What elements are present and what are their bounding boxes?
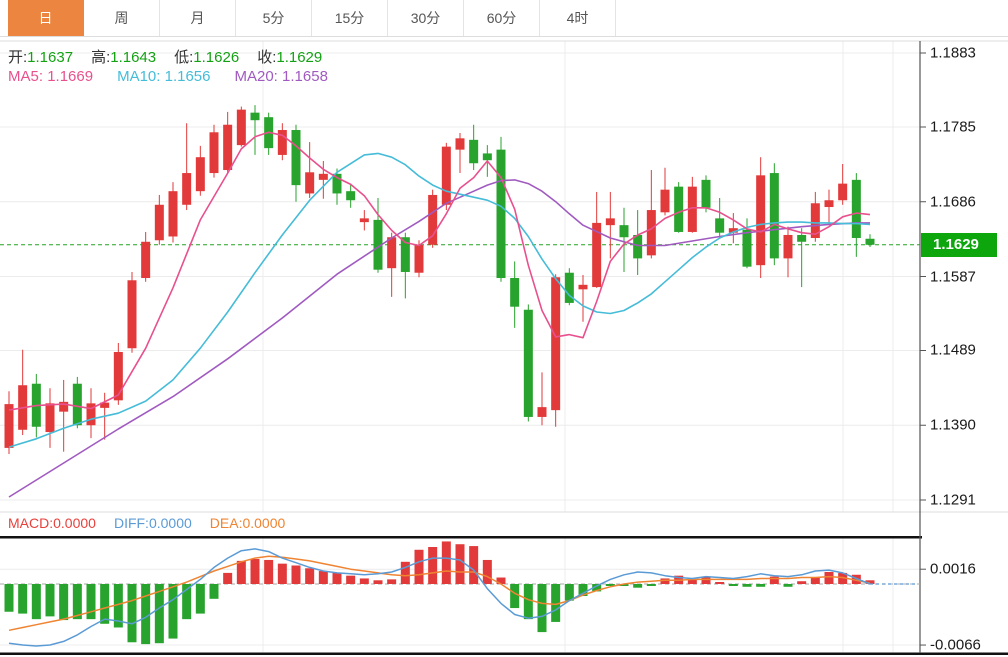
tab-15分[interactable]: 15分 bbox=[312, 0, 388, 36]
price-axis-label: 1.1390 bbox=[930, 416, 976, 434]
tab-5分[interactable]: 5分 bbox=[236, 0, 312, 36]
ma-legend: MA5: 1.1669 MA10: 1.1656 MA20: 1.1658 bbox=[8, 68, 328, 85]
open-value: 1.1637 bbox=[27, 49, 74, 66]
macd-axis-label: 0.0016 bbox=[930, 560, 976, 578]
ma5-label: MA5: bbox=[8, 68, 44, 85]
ma20-value: 1.1658 bbox=[282, 68, 328, 85]
close-label: 收: bbox=[257, 49, 277, 66]
dea-label: DEA: bbox=[209, 515, 243, 531]
timeframe-tab-bar: 日周月 5分 15分 30分 60分 4时 bbox=[0, 0, 1008, 37]
high-label: 高: bbox=[91, 49, 111, 66]
price-axis-label: 1.1291 bbox=[930, 491, 976, 509]
price-axis-label: 1.1686 bbox=[930, 193, 976, 211]
low-label: 低: bbox=[174, 49, 194, 66]
ma10-value: 1.1656 bbox=[164, 68, 211, 85]
diff-label: DIFF: bbox=[113, 515, 149, 531]
tab-月[interactable]: 月 bbox=[160, 0, 236, 36]
ohlc-header: 开:1.1637 高:1.1643 低:1.1626 收:1.1629 bbox=[8, 46, 322, 67]
open-label: 开: bbox=[8, 49, 28, 66]
tab-4时[interactable]: 4时 bbox=[540, 0, 616, 36]
tab-日[interactable]: 日 bbox=[8, 0, 84, 36]
price-axis-label: 1.1489 bbox=[930, 341, 976, 359]
ma20-label: MA20: bbox=[234, 68, 278, 85]
current-price-badge: 1.1629 bbox=[921, 232, 997, 257]
price-axis-label: 1.1883 bbox=[930, 44, 976, 62]
ma10-label: MA10: bbox=[117, 68, 161, 85]
ma5-value: 1.1669 bbox=[47, 68, 94, 85]
macd-axis-label: -0.0066 bbox=[930, 636, 981, 654]
price-axis-label: 1.1587 bbox=[930, 268, 976, 285]
price-axis-label: 1.1785 bbox=[930, 118, 976, 136]
close-value: 1.1629 bbox=[276, 49, 323, 66]
diff-value: 0.0000 bbox=[148, 515, 192, 531]
high-value: 1.1643 bbox=[110, 49, 157, 66]
macd-value: 0.0000 bbox=[53, 515, 96, 531]
tab-周[interactable]: 周 bbox=[84, 0, 160, 36]
low-value: 1.1626 bbox=[193, 49, 240, 66]
dea-value: 0.0000 bbox=[242, 515, 286, 531]
tab-60分[interactable]: 60分 bbox=[464, 0, 540, 36]
macd-legend: MACD:0.0000 DIFF:0.0000 DEA:0.0000 bbox=[8, 515, 285, 531]
macd-label: MACD: bbox=[8, 515, 54, 531]
tab-30分[interactable]: 30分 bbox=[388, 0, 464, 36]
